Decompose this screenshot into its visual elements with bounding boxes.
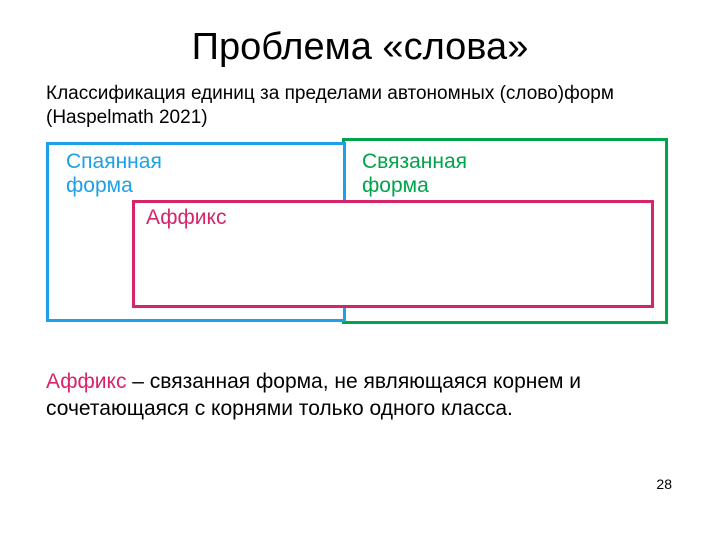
definition-rest: – связанная форма, не являющаяся корнем … <box>46 370 581 420</box>
page-number: 28 <box>656 476 672 492</box>
fused-form-label: Спаянная форма <box>66 150 216 198</box>
slide-subtitle: Классификация единиц за пределами автоно… <box>46 82 656 130</box>
definition-term: Аффикс <box>46 370 126 393</box>
affix-definition: Аффикс – связанная форма, не являющаяся … <box>46 368 666 423</box>
slide-title: Проблема «слова» <box>0 26 720 69</box>
classification-diagram: Связанная форма Спаянная форма Аффикс <box>46 138 668 324</box>
bound-form-label: Связанная форма <box>362 150 512 198</box>
affix-label: Аффикс <box>146 206 236 230</box>
